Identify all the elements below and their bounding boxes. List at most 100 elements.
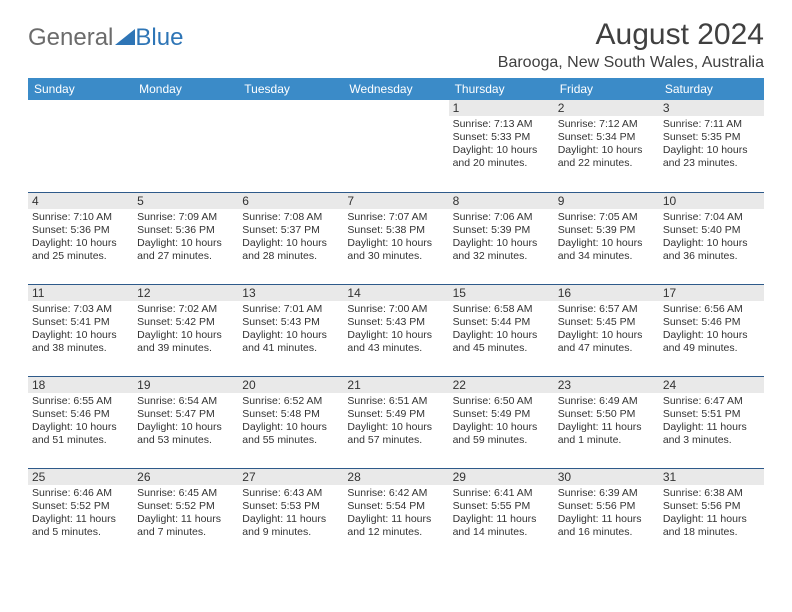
calendar-week-row: 25Sunrise: 6:46 AMSunset: 5:52 PMDayligh… — [28, 468, 764, 560]
sunset-text: Sunset: 5:39 PM — [453, 224, 550, 237]
calendar-day-cell: 25Sunrise: 6:46 AMSunset: 5:52 PMDayligh… — [28, 468, 133, 560]
day-info: Sunrise: 7:12 AMSunset: 5:34 PMDaylight:… — [558, 118, 655, 171]
day-info: Sunrise: 7:00 AMSunset: 5:43 PMDaylight:… — [347, 303, 444, 356]
calendar-day-cell: 11 Sunrise: 7:03 AMSunset: 5:41 PMDayligh… — [28, 284, 133, 376]
weekday-header: Monday — [133, 78, 238, 100]
sunrise-text: Sunrise: 7:00 AM — [347, 303, 444, 316]
day-info: Sunrise: 6:42 AMSunset: 5:54 PMDaylight:… — [347, 487, 444, 540]
day-info: Sunrise: 7:08 AMSunset: 5:37 PMDaylight:… — [242, 211, 339, 264]
sunset-text: Sunset: 5:43 PM — [347, 316, 444, 329]
sunset-text: Sunset: 5:39 PM — [558, 224, 655, 237]
day-info: Sunrise: 7:03 AMSunset: 5:41 PMDaylight:… — [32, 303, 129, 356]
day-number: 20 — [238, 377, 343, 393]
daylight-text: Daylight: 11 hours and 14 minutes. — [453, 513, 550, 539]
daylight-text: Daylight: 11 hours and 18 minutes. — [663, 513, 760, 539]
day-number: 25 — [28, 469, 133, 485]
sunrise-text: Sunrise: 7:08 AM — [242, 211, 339, 224]
calendar-day-cell: 19Sunrise: 6:54 AMSunset: 5:47 PMDayligh… — [133, 376, 238, 468]
sunset-text: Sunset: 5:40 PM — [663, 224, 760, 237]
day-number: 22 — [449, 377, 554, 393]
sunset-text: Sunset: 5:52 PM — [137, 500, 234, 513]
weekday-header: Saturday — [659, 78, 764, 100]
sunset-text: Sunset: 5:45 PM — [558, 316, 655, 329]
daylight-text: Daylight: 10 hours and 25 minutes. — [32, 237, 129, 263]
daylight-text: Daylight: 10 hours and 51 minutes. — [32, 421, 129, 447]
day-info: Sunrise: 6:39 AMSunset: 5:56 PMDaylight:… — [558, 487, 655, 540]
sunrise-text: Sunrise: 7:03 AM — [32, 303, 129, 316]
sunset-text: Sunset: 5:34 PM — [558, 131, 655, 144]
daylight-text: Daylight: 11 hours and 3 minutes. — [663, 421, 760, 447]
sunset-text: Sunset: 5:42 PM — [137, 316, 234, 329]
day-info: Sunrise: 6:43 AMSunset: 5:53 PMDaylight:… — [242, 487, 339, 540]
sunset-text: Sunset: 5:36 PM — [137, 224, 234, 237]
sunset-text: Sunset: 5:47 PM — [137, 408, 234, 421]
day-info: Sunrise: 7:11 AMSunset: 5:35 PMDaylight:… — [663, 118, 760, 171]
daylight-text: Daylight: 10 hours and 53 minutes. — [137, 421, 234, 447]
day-info: Sunrise: 7:02 AMSunset: 5:42 PMDaylight:… — [137, 303, 234, 356]
sunrise-text: Sunrise: 6:49 AM — [558, 395, 655, 408]
calendar-week-row: 18Sunrise: 6:55 AMSunset: 5:46 PMDayligh… — [28, 376, 764, 468]
sunset-text: Sunset: 5:43 PM — [242, 316, 339, 329]
calendar-day-cell: 9Sunrise: 7:05 AMSunset: 5:39 PMDaylight… — [554, 192, 659, 284]
sunrise-text: Sunrise: 7:11 AM — [663, 118, 760, 131]
daylight-text: Daylight: 10 hours and 20 minutes. — [453, 144, 550, 170]
calendar-day-cell: 17 Sunrise: 6:56 AMSunset: 5:46 PMDayligh… — [659, 284, 764, 376]
calendar-day-cell: 8Sunrise: 7:06 AMSunset: 5:39 PMDaylight… — [449, 192, 554, 284]
daylight-text: Daylight: 10 hours and 55 minutes. — [242, 421, 339, 447]
sunrise-text: Sunrise: 6:47 AM — [663, 395, 760, 408]
day-number: 30 — [554, 469, 659, 485]
sunset-text: Sunset: 5:52 PM — [32, 500, 129, 513]
day-info: Sunrise: 6:45 AMSunset: 5:52 PMDaylight:… — [137, 487, 234, 540]
daylight-text: Daylight: 10 hours and 28 minutes. — [242, 237, 339, 263]
sunset-text: Sunset: 5:46 PM — [32, 408, 129, 421]
day-info: Sunrise: 7:10 AMSunset: 5:36 PMDaylight:… — [32, 211, 129, 264]
day-number: 17 — [659, 285, 764, 301]
day-info: Sunrise: 7:05 AMSunset: 5:39 PMDaylight:… — [558, 211, 655, 264]
calendar-day-cell — [238, 100, 343, 192]
sunset-text: Sunset: 5:48 PM — [242, 408, 339, 421]
day-number: 27 — [238, 469, 343, 485]
logo-triangle-icon — [115, 24, 135, 52]
day-info: Sunrise: 7:07 AMSunset: 5:38 PMDaylight:… — [347, 211, 444, 264]
weekday-header: Thursday — [449, 78, 554, 100]
calendar-day-cell: 26Sunrise: 6:45 AMSunset: 5:52 PMDayligh… — [133, 468, 238, 560]
day-info: Sunrise: 6:52 AMSunset: 5:48 PMDaylight:… — [242, 395, 339, 448]
sunrise-text: Sunrise: 6:42 AM — [347, 487, 444, 500]
daylight-text: Daylight: 11 hours and 9 minutes. — [242, 513, 339, 539]
calendar-day-cell: 29Sunrise: 6:41 AMSunset: 5:55 PMDayligh… — [449, 468, 554, 560]
sunrise-text: Sunrise: 7:09 AM — [137, 211, 234, 224]
day-number: 11 — [28, 285, 133, 301]
weekday-header: Wednesday — [343, 78, 448, 100]
daylight-text: Daylight: 10 hours and 23 minutes. — [663, 144, 760, 170]
calendar-day-cell: 3Sunrise: 7:11 AMSunset: 5:35 PMDaylight… — [659, 100, 764, 192]
day-info: Sunrise: 6:57 AMSunset: 5:45 PMDaylight:… — [558, 303, 655, 356]
calendar-day-cell: 31Sunrise: 6:38 AMSunset: 5:56 PMDayligh… — [659, 468, 764, 560]
day-number: 10 — [659, 193, 764, 209]
daylight-text: Daylight: 10 hours and 38 minutes. — [32, 329, 129, 355]
daylight-text: Daylight: 10 hours and 34 minutes. — [558, 237, 655, 263]
sunrise-text: Sunrise: 7:02 AM — [137, 303, 234, 316]
weekday-header: Sunday — [28, 78, 133, 100]
sunrise-text: Sunrise: 6:45 AM — [137, 487, 234, 500]
sunrise-text: Sunrise: 7:07 AM — [347, 211, 444, 224]
daylight-text: Daylight: 11 hours and 1 minute. — [558, 421, 655, 447]
day-number: 19 — [133, 377, 238, 393]
sunrise-text: Sunrise: 6:55 AM — [32, 395, 129, 408]
page-header: General Blue August 2024 Barooga, New So… — [28, 18, 764, 72]
sunrise-text: Sunrise: 7:01 AM — [242, 303, 339, 316]
sunset-text: Sunset: 5:41 PM — [32, 316, 129, 329]
day-number: 5 — [133, 193, 238, 209]
daylight-text: Daylight: 11 hours and 16 minutes. — [558, 513, 655, 539]
daylight-text: Daylight: 10 hours and 47 minutes. — [558, 329, 655, 355]
day-info: Sunrise: 7:06 AMSunset: 5:39 PMDaylight:… — [453, 211, 550, 264]
sunset-text: Sunset: 5:56 PM — [558, 500, 655, 513]
sunset-text: Sunset: 5:36 PM — [32, 224, 129, 237]
calendar-week-row: 1Sunrise: 7:13 AMSunset: 5:33 PMDaylight… — [28, 100, 764, 192]
day-info: Sunrise: 6:56 AMSunset: 5:46 PMDaylight:… — [663, 303, 760, 356]
sunrise-text: Sunrise: 7:06 AM — [453, 211, 550, 224]
daylight-text: Daylight: 11 hours and 5 minutes. — [32, 513, 129, 539]
calendar-day-cell: 1Sunrise: 7:13 AMSunset: 5:33 PMDaylight… — [449, 100, 554, 192]
day-number: 2 — [554, 100, 659, 116]
day-number: 28 — [343, 469, 448, 485]
calendar-day-cell: 24Sunrise: 6:47 AMSunset: 5:51 PMDayligh… — [659, 376, 764, 468]
